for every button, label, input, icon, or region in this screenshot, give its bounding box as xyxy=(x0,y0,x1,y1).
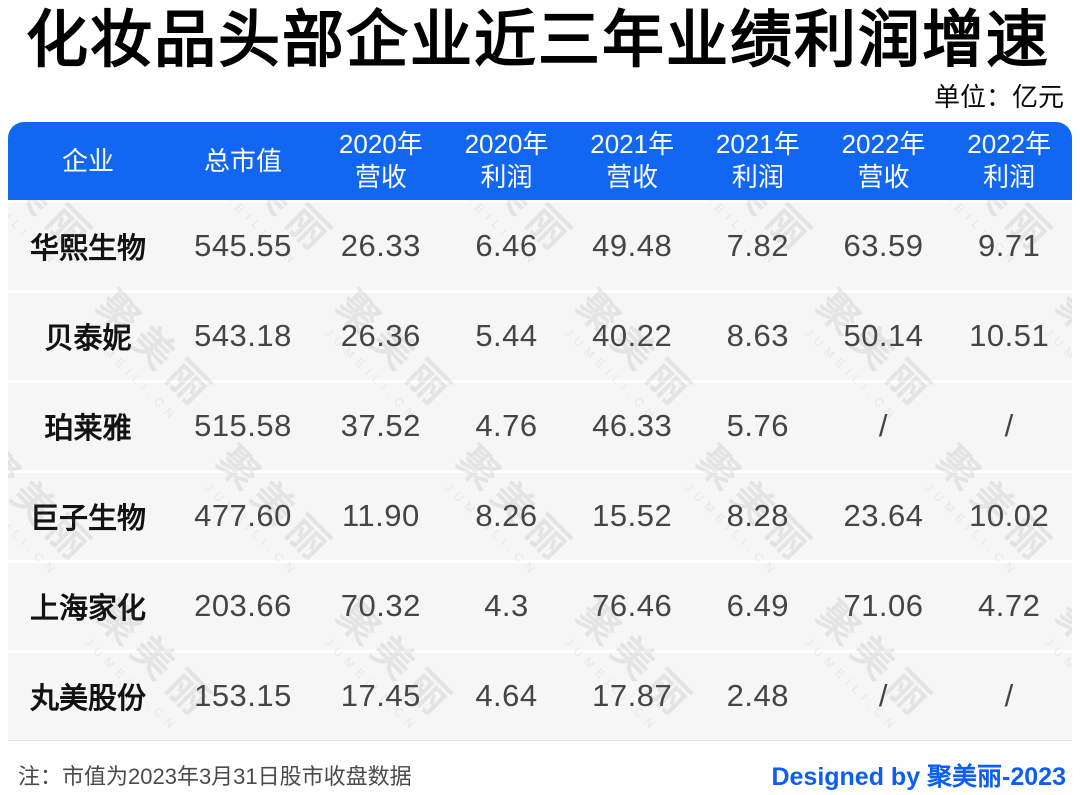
footer: 注：市值为2023年3月31日股市收盘数据 Designed by 聚美丽-20… xyxy=(18,757,1066,793)
table-header-row: 企业 总市值 2020年 营收 2020年 利润 2021年 营收 2021年 利润 2022年 营收… xyxy=(8,121,1072,200)
value-cell: 9.71 xyxy=(977,228,1041,264)
table-body: 华熙生物 545.55 26.33 6.46 49.48 7.82 63.59 9.71 贝泰妮… xyxy=(8,202,1072,741)
value-cell: 70.32 xyxy=(340,588,421,624)
column-header-3: 2020年 利润 xyxy=(464,129,549,192)
value-cell: 4.72 xyxy=(977,588,1041,624)
column-header-5: 2021年 利润 xyxy=(715,129,800,192)
company-name-cell: 贝泰妮 xyxy=(44,323,132,356)
value-cell: 6.46 xyxy=(475,228,538,264)
data-table: 企业 总市值 2020年 营收 2020年 利润 2021年 营收 2021年 利润 2022年 营收… xyxy=(8,121,1072,741)
value-cell: 10.51 xyxy=(969,318,1050,354)
value-cell: / xyxy=(878,408,889,444)
company-name-cell: 珀莱雅 xyxy=(44,413,132,446)
value-cell: 5.76 xyxy=(726,408,789,444)
value-cell: 7.82 xyxy=(726,228,789,264)
value-cell: 153.15 xyxy=(194,678,292,714)
value-cell: 71.06 xyxy=(843,588,924,624)
value-cell: 26.36 xyxy=(340,318,421,354)
value-cell: 76.46 xyxy=(592,588,673,624)
value-cell: 4.3 xyxy=(484,588,529,624)
value-cell: 515.58 xyxy=(194,408,292,444)
value-cell: 10.02 xyxy=(969,498,1050,534)
value-cell: 8.28 xyxy=(726,498,789,534)
column-header-2: 2020年 营收 xyxy=(338,129,423,192)
value-cell: 17.45 xyxy=(340,678,421,714)
table-row: 华熙生物 545.55 26.33 6.46 49.48 7.82 63.59 9.71 xyxy=(8,202,1072,290)
value-cell: 46.33 xyxy=(592,408,673,444)
company-name-cell: 巨子生物 xyxy=(29,503,146,536)
value-cell: 50.14 xyxy=(843,318,924,354)
table-row: 巨子生物 477.60 11.90 8.26 15.52 8.28 23.64 10.02 xyxy=(8,472,1072,560)
value-cell: 8.63 xyxy=(726,318,789,354)
value-cell: 17.87 xyxy=(592,678,673,714)
company-name-cell: 上海家化 xyxy=(29,593,146,626)
column-header-0: 企业 xyxy=(61,145,114,176)
value-cell: 203.66 xyxy=(194,588,292,624)
value-cell: / xyxy=(878,678,889,714)
value-cell: 63.59 xyxy=(843,228,924,264)
footer-credit: Designed by 聚美丽-2023 xyxy=(771,762,1066,791)
value-cell: 49.48 xyxy=(592,228,673,264)
value-cell: 4.64 xyxy=(475,678,538,714)
value-cell: 40.22 xyxy=(592,318,673,354)
column-header-7: 2022年 利润 xyxy=(967,129,1052,192)
table-row: 上海家化 203.66 70.32 4.3 76.46 6.49 71.06 4.72 xyxy=(8,562,1072,650)
column-header-4: 2021年 营收 xyxy=(590,129,675,192)
value-cell: 545.55 xyxy=(194,228,292,264)
page-title: 化妆品头部企业近三年业绩利润增速 xyxy=(26,6,1051,75)
value-cell: 23.64 xyxy=(843,498,924,534)
column-header-1: 总市值 xyxy=(203,145,282,176)
unit-label: 单位：亿元 xyxy=(933,81,1064,112)
value-cell: 4.76 xyxy=(475,408,538,444)
value-cell: 543.18 xyxy=(194,318,292,354)
value-cell: 15.52 xyxy=(592,498,673,534)
table-row: 贝泰妮 543.18 26.36 5.44 40.22 8.63 50.14 10.51 xyxy=(8,292,1072,380)
table-row: 珀莱雅 515.58 37.52 4.76 46.33 5.76 / / xyxy=(8,382,1072,470)
company-name-cell: 华熙生物 xyxy=(29,233,146,266)
value-cell: 6.49 xyxy=(726,588,789,624)
value-cell: / xyxy=(1004,678,1014,714)
company-name-cell: 丸美股份 xyxy=(29,683,146,716)
value-cell: / xyxy=(1004,408,1014,444)
value-cell: 8.26 xyxy=(475,498,538,534)
value-cell: 2.48 xyxy=(726,678,789,714)
value-cell: 37.52 xyxy=(340,408,421,444)
table-row: 丸美股份 153.15 17.45 4.64 17.87 2.48 / / xyxy=(8,652,1072,740)
value-cell: 477.60 xyxy=(194,498,292,534)
footer-note: 注：市值为2023年3月31日股市收盘数据 xyxy=(18,763,412,789)
value-cell: 26.33 xyxy=(340,228,421,264)
value-cell: 5.44 xyxy=(475,318,538,354)
value-cell: 11.90 xyxy=(341,498,420,534)
column-header-6: 2022年 营收 xyxy=(841,129,926,192)
